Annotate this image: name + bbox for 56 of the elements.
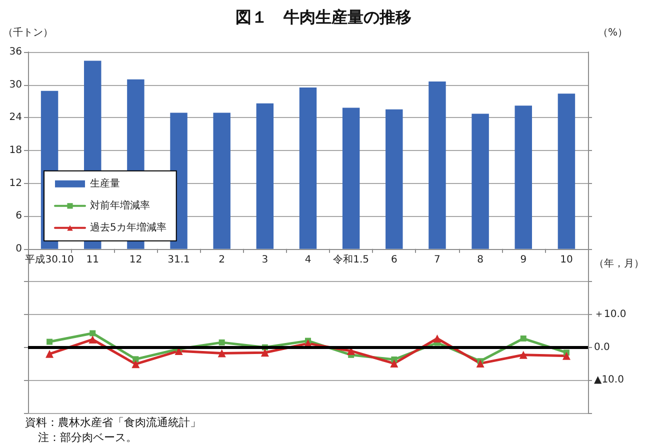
point xyxy=(88,335,97,344)
y2-tick-label: 0.0 xyxy=(594,342,610,353)
point xyxy=(260,348,269,357)
point xyxy=(90,330,96,336)
point xyxy=(520,336,526,342)
point xyxy=(46,350,54,358)
x-tick-label: 11 xyxy=(86,254,99,266)
x-tick-label: 令和1.5 xyxy=(333,253,370,266)
point xyxy=(519,350,528,359)
point xyxy=(132,356,139,362)
x-tick-label: 2 xyxy=(218,254,226,266)
point xyxy=(433,334,442,343)
point xyxy=(218,349,226,358)
y-tick-label: 6 xyxy=(16,210,22,222)
x-tick-label: 31.1 xyxy=(168,254,190,266)
text: 資料：農林水産省「食肉流通統計」 xyxy=(25,416,201,429)
y2-tick-label: ＋10.0 xyxy=(594,309,626,320)
x-axis-title: （年，月） xyxy=(594,257,644,270)
bar xyxy=(299,88,317,249)
x-tick-label: 8 xyxy=(477,254,484,266)
bar xyxy=(514,106,532,249)
bar xyxy=(256,103,274,249)
legend-label: 対前年増減率 xyxy=(90,199,150,212)
point xyxy=(132,360,140,368)
y-axis-title: （千トン） xyxy=(3,26,53,38)
y-tick-label: 24 xyxy=(9,112,22,124)
y-tick-label: 36 xyxy=(9,46,22,58)
x-tick-label: 9 xyxy=(520,254,527,266)
x-tick-label: 6 xyxy=(390,254,398,266)
x-tick-label: 7 xyxy=(434,254,440,266)
point xyxy=(46,338,53,345)
bar xyxy=(213,112,230,249)
legend-label: 過去5カ年増減率 xyxy=(90,221,166,234)
point xyxy=(390,359,398,368)
point xyxy=(218,339,225,346)
x-tick-label: 10 xyxy=(560,254,573,266)
bar xyxy=(558,94,576,249)
x-tick-label: 12 xyxy=(129,254,142,266)
y-tick-label: 30 xyxy=(9,79,22,90)
y2-axis-title: （%） xyxy=(598,28,628,38)
point xyxy=(476,359,484,368)
bar xyxy=(472,114,489,249)
x-tick-label: 3 xyxy=(262,254,268,266)
bar xyxy=(386,109,403,249)
point xyxy=(562,352,570,360)
y2-tick-label: ▲10.0 xyxy=(594,374,624,386)
chart-title: 図１ 牛肉生産量の推移 xyxy=(236,8,412,26)
bar xyxy=(428,82,446,249)
y-tick-label: 12 xyxy=(9,178,22,189)
text: 注：部分肉ベース。 xyxy=(38,431,137,444)
legend-label: 生産量 xyxy=(90,177,120,190)
bar xyxy=(342,108,360,249)
x-tick-label: 4 xyxy=(304,254,312,266)
x-tick-label: 平成30.10 xyxy=(25,253,74,266)
y-tick-label: 0 xyxy=(16,243,22,254)
y-tick-label: 18 xyxy=(9,144,22,156)
